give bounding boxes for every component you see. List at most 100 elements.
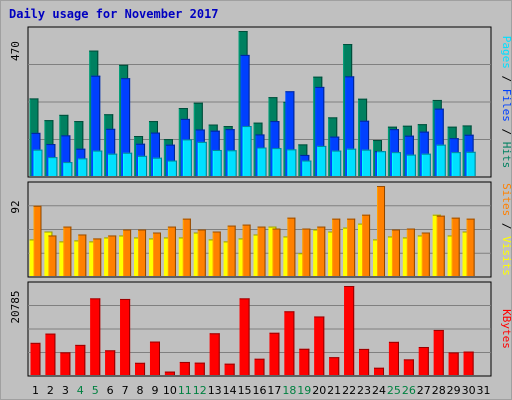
x-tick-label-day-8: 8 <box>137 384 144 397</box>
bar-pages-day-18-fill <box>287 149 297 176</box>
bar-sites-day-17-fill <box>272 228 281 276</box>
bar-sites-day-12 <box>197 229 206 276</box>
bar-kbytes-day-17 <box>269 332 280 375</box>
bar-sites-day-29-fill <box>451 217 460 276</box>
bar-pages-day-15 <box>242 126 252 176</box>
bar-kbytes-day-23-fill <box>359 348 370 375</box>
bar-kbytes-day-9-fill <box>149 341 160 375</box>
bar-pages-day-7-fill <box>123 152 133 176</box>
bar-pages-day-24 <box>377 151 387 176</box>
bar-sites-day-27 <box>421 232 430 276</box>
bar-sites-day-11-fill <box>182 218 191 276</box>
bar-pages-day-26-fill <box>406 154 416 176</box>
bar-pages-day-30 <box>466 151 476 176</box>
bar-pages-day-8 <box>138 155 148 176</box>
x-tick-label-day-2: 2 <box>47 384 54 397</box>
bar-sites-day-6-fill <box>108 235 117 276</box>
bar-sites-day-5 <box>93 238 102 276</box>
bar-kbytes-day-10 <box>164 371 175 375</box>
bar-files-day-5-fill <box>91 75 101 176</box>
x-tick-label-day-10: 10 <box>163 384 177 397</box>
bar-pages-day-23 <box>362 149 372 176</box>
bar-pages-day-22 <box>347 148 357 176</box>
bar-pages-day-25 <box>391 152 401 176</box>
bar-sites-day-11 <box>182 218 191 276</box>
bar-pages-day-10-fill <box>167 160 177 176</box>
x-tick-label-day-24: 24 <box>372 384 386 397</box>
bar-kbytes-day-26 <box>403 359 414 375</box>
bar-sites-day-7-fill <box>123 229 132 276</box>
bar-kbytes-day-7-fill <box>120 298 131 375</box>
bar-pages-day-9-fill <box>152 157 162 176</box>
x-tick-label-day-16: 16 <box>253 384 267 397</box>
bar-kbytes-day-10-fill <box>164 371 175 375</box>
bar-hits-day-4-fill <box>74 121 84 176</box>
kbytes-legend: KBytes <box>500 309 511 349</box>
bar-pages-day-13 <box>212 149 222 176</box>
x-tick-label-day-6: 6 <box>107 384 114 397</box>
bar-pages-day-24-fill <box>377 151 387 176</box>
bar-kbytes-day-28-fill <box>433 329 444 375</box>
bar-kbytes-day-30 <box>463 351 474 375</box>
bar-sites-day-23-fill <box>362 214 371 276</box>
x-tick-label-day-27: 27 <box>417 384 431 397</box>
bar-kbytes-day-24 <box>374 367 385 375</box>
x-tick-label-day-21: 21 <box>327 384 341 397</box>
legend-visits: Visits <box>500 236 511 276</box>
bar-sites-day-12-fill <box>197 229 206 276</box>
bar-kbytes-day-2-fill <box>45 333 56 375</box>
bar-kbytes-day-19-fill <box>299 348 310 375</box>
bar-pages-day-20-fill <box>317 145 327 176</box>
bar-kbytes-day-18-fill <box>284 311 295 375</box>
bar-kbytes-day-16 <box>254 358 265 375</box>
bar-kbytes-day-25-fill <box>388 341 399 375</box>
bar-pages-day-6 <box>108 153 118 176</box>
kbytes-ymax-label: 20785 <box>9 290 22 323</box>
bar-sites-day-20-fill <box>317 226 326 276</box>
bar-pages-day-5 <box>93 150 103 176</box>
bar-kbytes-day-16-fill <box>254 358 265 375</box>
x-tick-label-day-28: 28 <box>432 384 446 397</box>
hits-files-pages-ymax-label: 470 <box>9 41 22 61</box>
legend-sites: Sites <box>500 183 511 216</box>
legend-files: Files <box>500 89 511 122</box>
bar-sites-day-28-fill <box>436 215 445 276</box>
x-tick-label-day-5: 5 <box>92 384 99 397</box>
bar-pages-day-17-fill <box>272 148 282 176</box>
bar-kbytes-day-3 <box>60 352 71 375</box>
bar-kbytes-day-3-fill <box>60 352 71 375</box>
bar-pages-day-28 <box>436 144 446 176</box>
bar-sites-day-10-fill <box>167 226 176 276</box>
bar-kbytes-day-22-fill <box>344 286 355 375</box>
bar-files-day-22-fill <box>345 76 355 176</box>
bar-kbytes-day-14-fill <box>224 363 235 375</box>
bar-pages-day-4-fill <box>78 158 88 176</box>
bar-kbytes-day-1-fill <box>30 342 41 375</box>
bar-sites-day-25 <box>391 229 400 276</box>
bar-sites-day-1-fill <box>33 205 42 276</box>
bar-sites-day-14-fill <box>227 225 236 276</box>
bar-sites-day-6 <box>108 235 117 276</box>
bar-pages-day-21 <box>332 150 342 176</box>
x-tick-label-day-19: 19 <box>297 384 311 397</box>
x-tick-label-day-17: 17 <box>267 384 281 397</box>
bar-files-day-3-fill <box>61 135 71 176</box>
bar-pages-day-29-fill <box>451 152 461 176</box>
bar-pages-day-3 <box>63 162 73 176</box>
bar-files-day-20-fill <box>315 86 325 176</box>
bar-pages-day-19 <box>302 160 312 176</box>
bar-pages-day-29 <box>451 152 461 176</box>
bar-kbytes-day-12 <box>194 362 205 375</box>
bar-sites-day-16 <box>257 226 266 276</box>
bar-sites-day-4 <box>78 234 87 276</box>
bar-kbytes-day-4 <box>75 344 86 375</box>
x-tick-label-day-4: 4 <box>77 384 84 397</box>
bar-kbytes-day-27-fill <box>418 346 429 375</box>
bar-files-day-7-fill <box>121 78 131 176</box>
bar-kbytes-day-13 <box>209 333 220 375</box>
bar-kbytes-day-21 <box>329 357 340 375</box>
bar-sites-day-9 <box>152 232 161 276</box>
bar-pages-day-6-fill <box>108 153 118 176</box>
bar-pages-day-4 <box>78 158 88 176</box>
x-tick-label-day-18: 18 <box>282 384 296 397</box>
